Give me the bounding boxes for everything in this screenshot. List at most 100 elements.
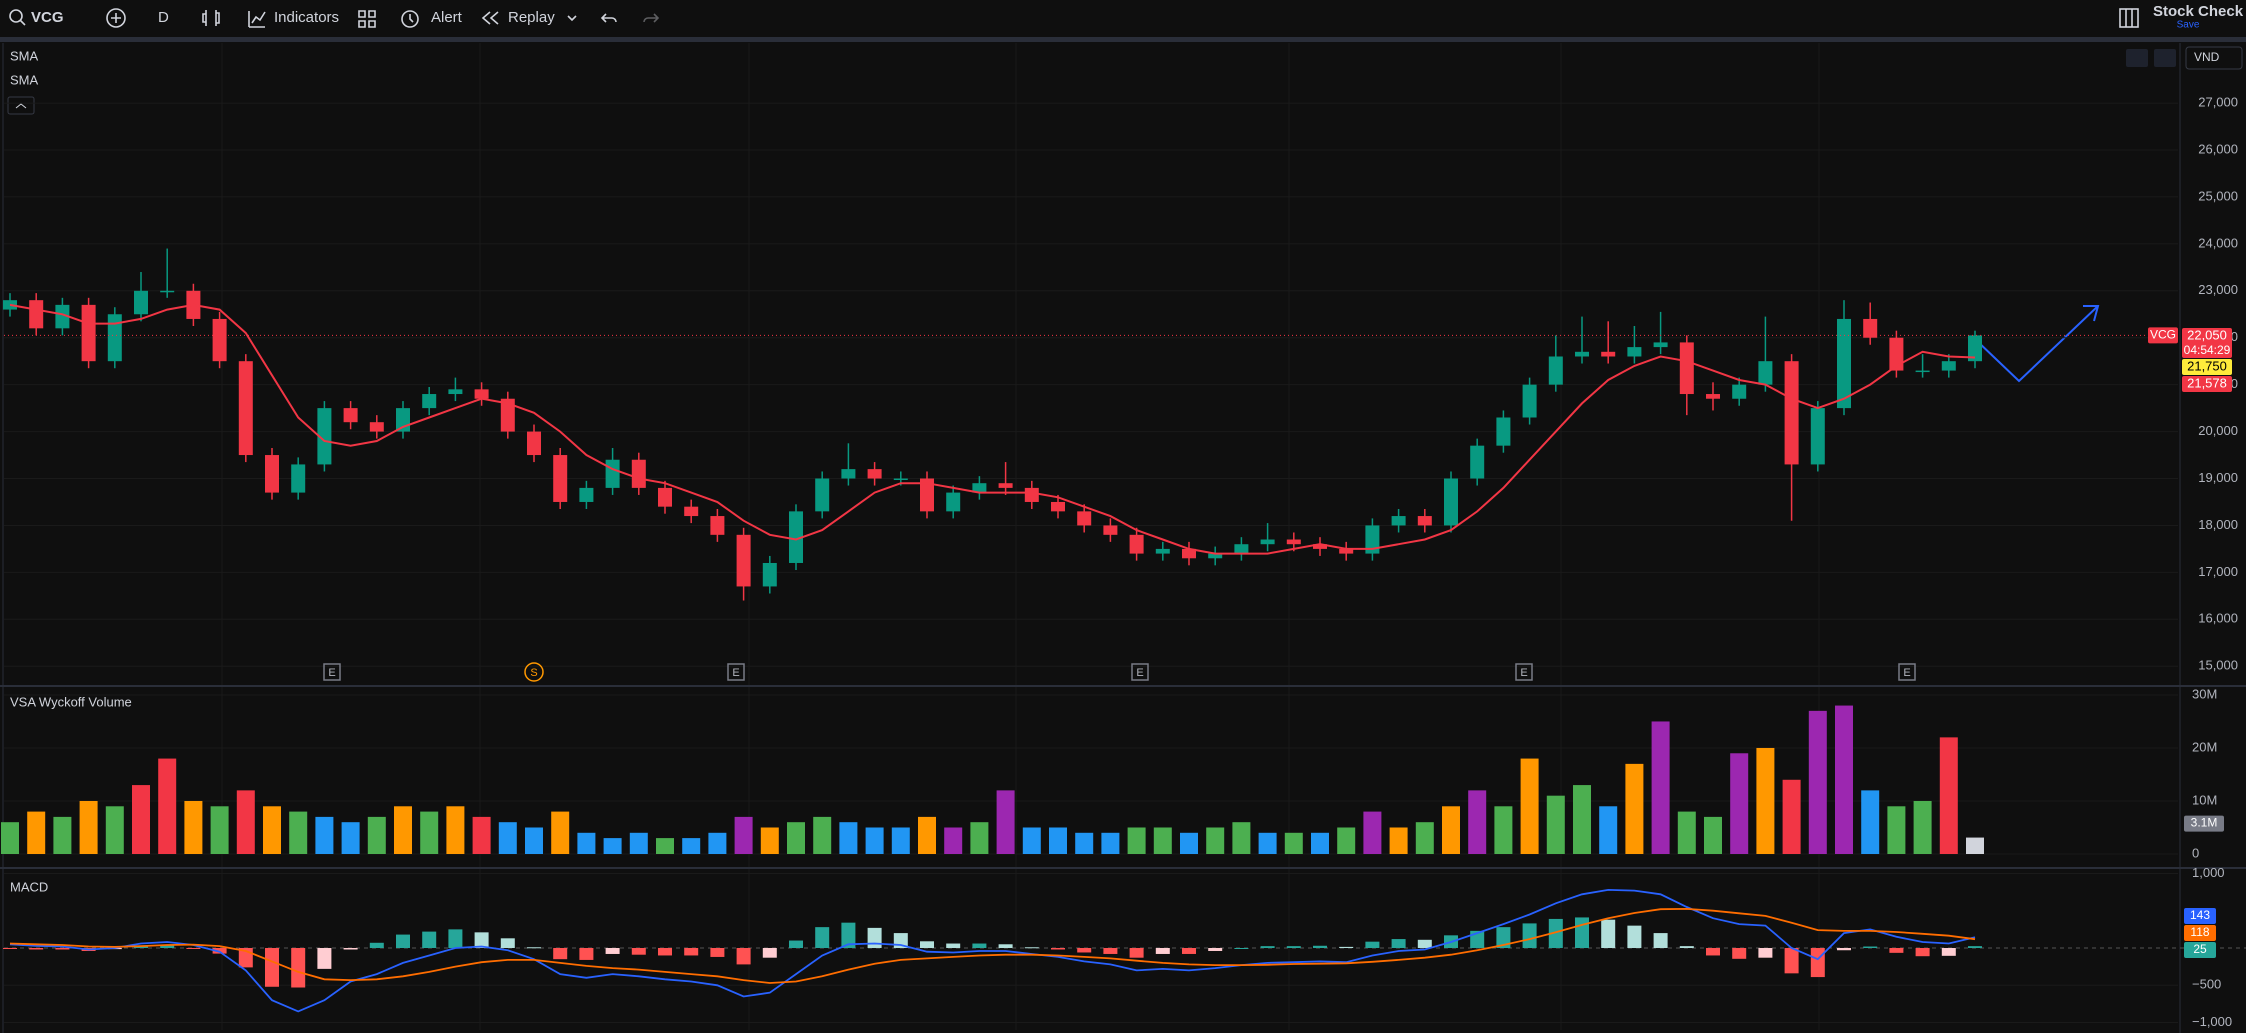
volume-bar	[236, 790, 255, 854]
candle-body	[55, 304, 70, 329]
volume-bar	[1835, 705, 1853, 854]
macd-line	[9, 888, 1976, 1013]
volume-bar	[1546, 795, 1565, 854]
macd-histogram-bar	[1732, 948, 1747, 959]
collapse-button[interactable]	[7, 96, 35, 115]
templates-button[interactable]	[358, 10, 376, 28]
compare-icon	[111, 13, 121, 23]
candle-body	[1601, 351, 1616, 357]
candle-body	[658, 487, 672, 507]
volume-bar	[1153, 827, 1172, 854]
macd-histogram-bar	[1339, 946, 1354, 949]
volume-bar	[210, 806, 229, 854]
macd-histogram-bar	[1758, 948, 1773, 958]
event-label: E	[1903, 667, 1910, 679]
volume-bar	[1442, 806, 1460, 854]
y-tick-label: 27,000	[2198, 95, 2238, 110]
event-label: E	[1136, 667, 1143, 679]
candle-body	[317, 408, 332, 465]
price-tag-label: 22,050	[2187, 327, 2227, 342]
candle-body	[396, 408, 410, 432]
layout-icon[interactable]	[2119, 8, 2139, 28]
indicator-label[interactable]: SMA	[10, 72, 39, 87]
macd-histogram-bar	[1260, 946, 1275, 949]
volume-bar	[27, 811, 46, 854]
chart-type-button[interactable]	[202, 10, 220, 26]
symbol[interactable]: VCG	[31, 9, 64, 26]
layout-icon	[2125, 9, 2133, 27]
volume-bar	[551, 811, 570, 854]
layout-name[interactable]: Stock Check	[2153, 3, 2244, 20]
volume-bar	[367, 816, 386, 854]
volume-bar	[1049, 827, 1067, 854]
countdown: 04:54:29	[2184, 343, 2231, 357]
volume-bar	[420, 811, 439, 854]
candle-body	[972, 483, 987, 493]
volume-bar	[1284, 832, 1303, 854]
volume-bar	[498, 822, 517, 854]
volume-bar	[891, 827, 910, 854]
volume-bar	[394, 806, 412, 854]
y-tick-label: 0	[2192, 845, 2199, 860]
scroll-button[interactable]	[2126, 49, 2148, 67]
indicator-label[interactable]: SMA	[10, 48, 39, 63]
candle-body	[1470, 445, 1485, 479]
candle-body	[1784, 361, 1799, 465]
event-marker	[1898, 663, 1916, 681]
replay-button[interactable]: Replay	[508, 9, 555, 26]
indicators-icon	[248, 11, 266, 28]
macd-histogram-bar	[1627, 925, 1642, 949]
macd-histogram-bar	[1679, 946, 1694, 949]
volume-bar	[1625, 763, 1644, 854]
macd-histogram-bar	[579, 948, 594, 960]
currency[interactable]: VND	[2194, 50, 2220, 64]
save-status[interactable]: Save	[2177, 20, 2200, 31]
macd-histogram-bar	[1837, 948, 1851, 951]
candle-body	[1575, 351, 1589, 357]
signal-line	[9, 907, 1976, 984]
alert-button[interactable]: Alert	[431, 9, 463, 26]
volume-bar	[1180, 832, 1198, 854]
macd-histogram-bar	[684, 948, 699, 956]
y-tick-label: 20M	[2192, 739, 2217, 754]
y-tick-label: 18,000	[2198, 517, 2238, 532]
undo-button[interactable]	[600, 13, 617, 23]
autoscale-button[interactable]	[2154, 49, 2176, 67]
macd-histogram-bar	[1077, 948, 1092, 953]
volume-bar	[734, 816, 753, 854]
symbol-search[interactable]: VCG	[9, 9, 64, 26]
redo-button[interactable]	[643, 13, 660, 23]
projection-drawing[interactable]	[1975, 305, 2100, 383]
macd-histogram-bar	[815, 927, 830, 949]
candle-body	[369, 422, 384, 432]
candle-body	[1339, 548, 1354, 554]
candle-body	[1417, 516, 1432, 526]
candle-body	[762, 562, 777, 587]
candle-body	[1627, 347, 1642, 357]
candle-body	[212, 318, 227, 362]
macd-histogram-bar	[841, 922, 856, 949]
candle-body	[160, 290, 175, 293]
candle-body	[1051, 501, 1065, 512]
currency-box[interactable]	[2185, 46, 2243, 70]
macd-histogram-bar	[369, 942, 384, 949]
interval[interactable]: D	[158, 9, 169, 26]
macd-histogram-bar	[1155, 948, 1170, 954]
volume-bar	[1232, 822, 1251, 854]
sma-line	[9, 303, 1976, 555]
macd-histogram-bar	[448, 929, 463, 949]
replay-dropdown[interactable]	[567, 15, 577, 22]
volume-bar	[1311, 832, 1329, 854]
compare-button[interactable]	[106, 8, 126, 28]
macd-histogram-bar	[1182, 948, 1196, 954]
indicators-button[interactable]: Indicators	[274, 9, 339, 26]
macd-histogram-bar	[186, 948, 201, 950]
macd-histogram-bar	[1313, 945, 1327, 949]
y-tick-label: 20,000	[2198, 423, 2238, 438]
volume-bar	[1704, 816, 1722, 854]
price-tag	[2182, 359, 2232, 375]
pane-title: MACD	[10, 879, 48, 894]
